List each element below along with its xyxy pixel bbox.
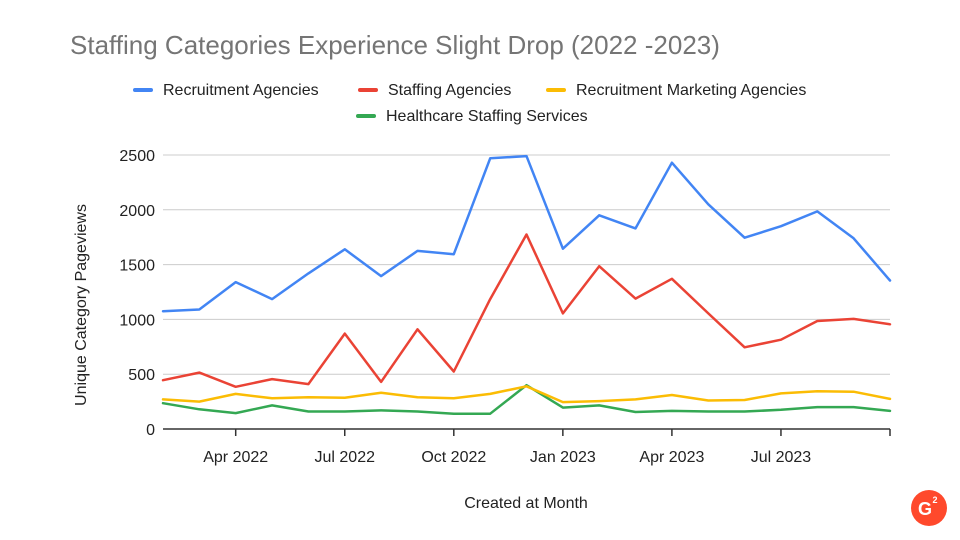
series-line-staffing-agencies	[161, 233, 892, 389]
y-axis-title: Unique Category Pageviews	[73, 204, 90, 406]
g2-logo-badge	[911, 490, 947, 526]
y-tick-label: 0	[146, 422, 155, 439]
y-tick-label: 1000	[119, 312, 155, 329]
chart-title: Staffing Categories Experience Slight Dr…	[70, 30, 720, 60]
legend-item: Healthcare Staffing Services	[356, 108, 588, 125]
series-line-recruitment-marketing-agencies	[161, 385, 892, 404]
legend-label: Staffing Agencies	[388, 82, 511, 99]
y-axis-ticks: 0 500 1000 1500 2000 2500	[119, 148, 155, 439]
g2-logo-letter: G	[918, 499, 932, 519]
legend-item: Recruitment Marketing Agencies	[546, 82, 806, 99]
g2-logo: G 2	[911, 490, 947, 526]
x-axis-title: Created at Month	[464, 495, 588, 512]
y-tick-label: 2500	[119, 148, 155, 165]
x-tick-label: Jan 2023	[530, 449, 596, 466]
x-tick-label: Oct 2022	[421, 449, 486, 466]
y-tick-label: 2000	[119, 203, 155, 220]
series-line-recruitment-agencies	[161, 154, 892, 313]
x-tick-label: Jul 2023	[751, 449, 812, 466]
legend-label: Recruitment Agencies	[163, 82, 319, 99]
x-tick-label: Apr 2022	[203, 449, 268, 466]
legend-label: Healthcare Staffing Services	[386, 108, 588, 125]
series-lines	[161, 154, 892, 415]
legend-item: Recruitment Agencies	[133, 82, 319, 99]
x-tick-label: Apr 2023	[639, 449, 704, 466]
g2-logo-superscript: 2	[932, 495, 937, 505]
x-tick-label: Jul 2022	[315, 449, 376, 466]
gridlines	[163, 154, 890, 375]
legend-item: Staffing Agencies	[358, 82, 511, 99]
y-tick-label: 1500	[119, 258, 155, 275]
legend-label: Recruitment Marketing Agencies	[576, 82, 806, 99]
legend: Recruitment Agencies Staffing Agencies Rec…	[133, 82, 806, 125]
x-axis: Apr 2022 Jul 2022 Oct 2022 Jan 2023 Apr 2023…	[163, 428, 891, 466]
y-tick-label: 500	[128, 367, 155, 384]
